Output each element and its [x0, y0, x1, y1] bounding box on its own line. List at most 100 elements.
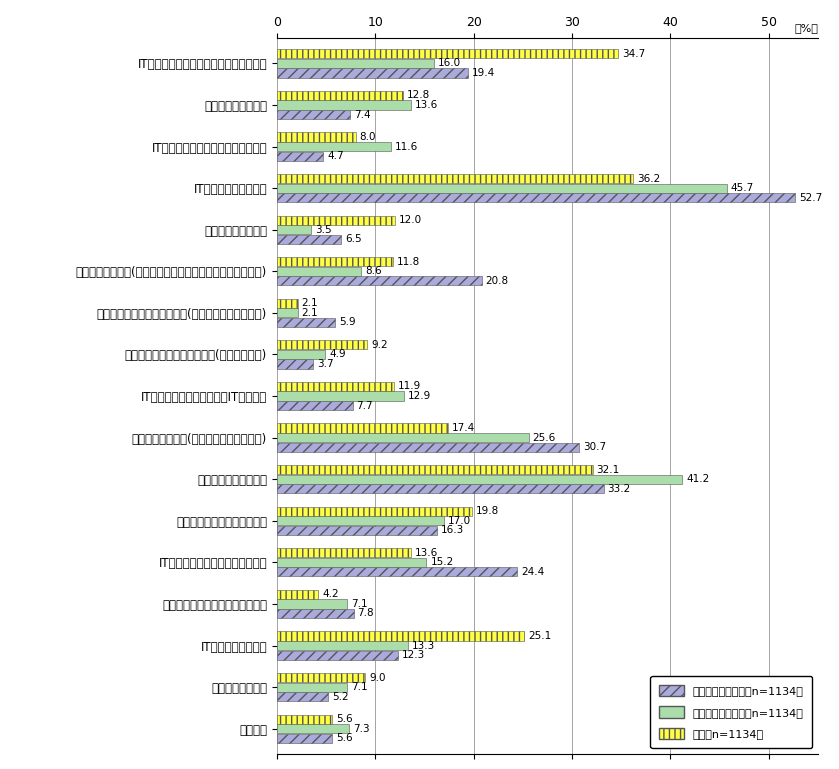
Bar [277, 49, 618, 58]
Bar [277, 599, 347, 608]
Text: 25.6: 25.6 [533, 433, 556, 443]
Text: 41.2: 41.2 [686, 474, 710, 484]
Text: 20.8: 20.8 [486, 276, 508, 286]
Text: 2.1: 2.1 [301, 308, 318, 318]
Text: 7.4: 7.4 [353, 109, 370, 119]
Text: （%）: （%） [795, 23, 818, 33]
Bar [277, 465, 592, 474]
Text: 13.3: 13.3 [412, 641, 435, 651]
Bar [277, 558, 426, 567]
Bar [277, 401, 352, 410]
Bar [277, 631, 524, 641]
Text: 8.6: 8.6 [366, 266, 382, 276]
Text: 13.6: 13.6 [414, 100, 438, 110]
Text: 25.1: 25.1 [528, 631, 551, 641]
Text: 5.6: 5.6 [336, 733, 352, 743]
Text: 32.1: 32.1 [597, 464, 620, 474]
Bar [277, 341, 367, 349]
Text: 7.7: 7.7 [357, 401, 373, 411]
Text: 13.6: 13.6 [414, 548, 438, 558]
Bar [277, 433, 529, 442]
Text: 11.6: 11.6 [395, 141, 418, 151]
Text: 3.5: 3.5 [315, 225, 332, 235]
Bar [277, 58, 435, 68]
Bar [277, 267, 362, 276]
Text: 2.1: 2.1 [301, 298, 318, 308]
Bar [277, 641, 408, 650]
Text: 4.2: 4.2 [322, 589, 339, 599]
Text: 17.4: 17.4 [452, 423, 475, 433]
Bar [277, 382, 394, 391]
Text: 16.0: 16.0 [438, 58, 461, 68]
Bar [277, 724, 349, 734]
Text: 17.0: 17.0 [448, 516, 472, 526]
Text: 7.1: 7.1 [351, 599, 367, 609]
Bar [277, 110, 350, 119]
Text: 45.7: 45.7 [731, 183, 753, 193]
Text: 9.0: 9.0 [369, 673, 386, 683]
Text: 12.0: 12.0 [399, 215, 422, 225]
Bar [277, 225, 311, 235]
Text: 4.7: 4.7 [327, 151, 344, 161]
Bar [277, 215, 395, 225]
Bar [277, 132, 356, 141]
Bar [277, 548, 410, 558]
Bar [277, 474, 682, 484]
Bar [277, 68, 468, 78]
Bar [277, 257, 393, 266]
Text: 19.8: 19.8 [476, 506, 499, 516]
Bar [277, 651, 398, 660]
Bar [277, 151, 323, 161]
Text: 5.6: 5.6 [336, 714, 352, 724]
Text: 15.2: 15.2 [430, 558, 454, 568]
Bar [277, 193, 795, 202]
Text: 7.1: 7.1 [351, 682, 367, 692]
Text: 6.5: 6.5 [345, 235, 362, 245]
Text: 4.9: 4.9 [329, 349, 346, 359]
Text: 34.7: 34.7 [623, 49, 645, 59]
Bar [277, 692, 328, 701]
Text: 8.0: 8.0 [360, 132, 376, 142]
Text: 5.2: 5.2 [332, 691, 348, 701]
Bar [277, 359, 313, 368]
Text: 16.3: 16.3 [441, 525, 465, 535]
Bar [277, 424, 448, 433]
Text: 3.7: 3.7 [317, 359, 334, 369]
Bar [277, 391, 404, 401]
Bar [277, 142, 391, 151]
Bar [277, 568, 517, 577]
Bar [277, 443, 579, 451]
Bar [277, 683, 347, 691]
Text: 12.3: 12.3 [402, 650, 425, 660]
Text: 19.4: 19.4 [472, 68, 495, 78]
Bar [277, 526, 437, 535]
Bar [277, 609, 353, 618]
Text: 9.2: 9.2 [372, 340, 388, 350]
Bar [277, 516, 444, 525]
Text: 33.2: 33.2 [607, 484, 631, 494]
Text: 7.3: 7.3 [352, 724, 369, 734]
Bar [277, 276, 482, 285]
Bar [277, 174, 633, 183]
Bar [277, 673, 366, 682]
Text: 12.9: 12.9 [408, 391, 431, 401]
Bar [277, 308, 298, 318]
Text: 7.8: 7.8 [357, 608, 374, 618]
Legend: 新型コロナ発生前（n=1134）, 新型コロナ対応時（n=1134）, 今後（n=1134）: 新型コロナ発生前（n=1134）, 新型コロナ対応時（n=1134）, 今後（n… [650, 676, 812, 748]
Bar [277, 484, 603, 494]
Bar [277, 101, 410, 109]
Text: 11.9: 11.9 [398, 381, 421, 391]
Bar [277, 734, 332, 743]
Text: 24.4: 24.4 [521, 567, 545, 577]
Bar [277, 714, 332, 724]
Bar [277, 91, 403, 100]
Bar [277, 350, 325, 359]
Bar [277, 298, 298, 308]
Bar [277, 507, 472, 516]
Text: 52.7: 52.7 [800, 193, 822, 203]
Bar [277, 590, 318, 599]
Text: 5.9: 5.9 [339, 318, 356, 328]
Text: 11.8: 11.8 [397, 257, 420, 267]
Bar [277, 235, 341, 244]
Bar [277, 318, 335, 327]
